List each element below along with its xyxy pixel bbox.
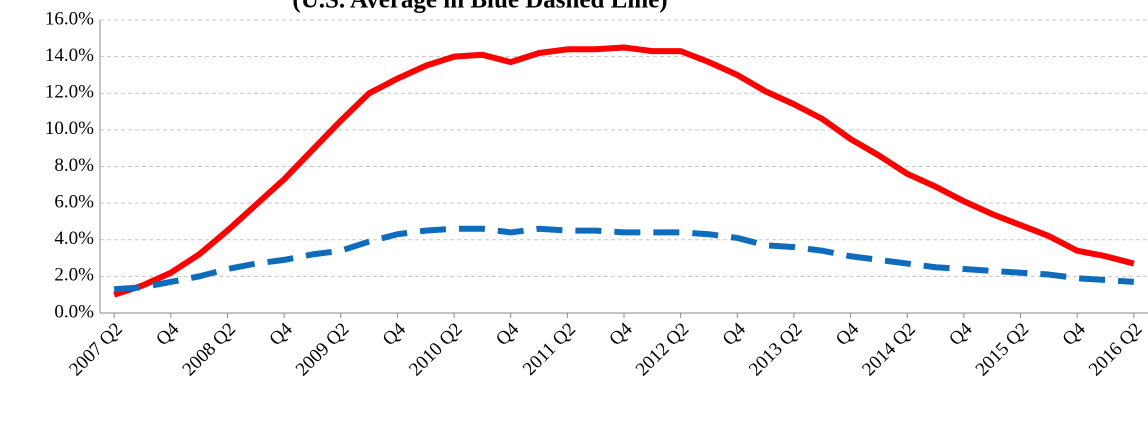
x-tick-label: 2007 Q2 (65, 319, 127, 381)
x-tick-label: Q4 (265, 318, 297, 350)
series-line (113, 44, 1135, 298)
x-tick-label: Q4 (945, 318, 977, 350)
x-tick-label: Q4 (719, 318, 751, 350)
y-tick-label: 14.0% (45, 45, 94, 66)
x-tick-label: Q4 (379, 318, 411, 350)
x-tick-label: Q4 (492, 318, 524, 350)
x-tick-label: 2012 Q2 (632, 319, 694, 381)
x-tick-label: 2016 Q2 (1085, 319, 1147, 381)
y-tick-label: 6.0% (54, 191, 94, 212)
x-tick-label: Q4 (1059, 318, 1091, 350)
y-tick-label: 12.0% (45, 82, 94, 103)
x-tick-label: 2013 Q2 (745, 319, 807, 381)
x-tick-label: 2009 Q2 (292, 319, 354, 381)
x-tick-label: Q4 (832, 318, 864, 350)
y-tick-label: 8.0% (54, 155, 94, 176)
x-tick-label: Q4 (152, 318, 184, 350)
x-tick-label: 2008 Q2 (179, 319, 241, 381)
x-tick-label: 2015 Q2 (972, 319, 1034, 381)
x-tick-label: 2011 Q2 (519, 319, 580, 380)
y-tick-label: 16.0% (45, 8, 94, 29)
x-tick-label: 2014 Q2 (858, 319, 920, 381)
chart-subtitle: (U.S. Average in Blue Dashed Line) (292, 0, 667, 14)
y-tick-label: 2.0% (54, 265, 94, 286)
series-line (113, 225, 1135, 293)
y-tick-label: 4.0% (54, 228, 94, 249)
x-tick-label: 2010 Q2 (405, 319, 467, 381)
x-tick-label: Q4 (605, 318, 637, 350)
y-tick-label: 10.0% (45, 118, 94, 139)
y-tick-label: 0.0% (54, 301, 94, 322)
